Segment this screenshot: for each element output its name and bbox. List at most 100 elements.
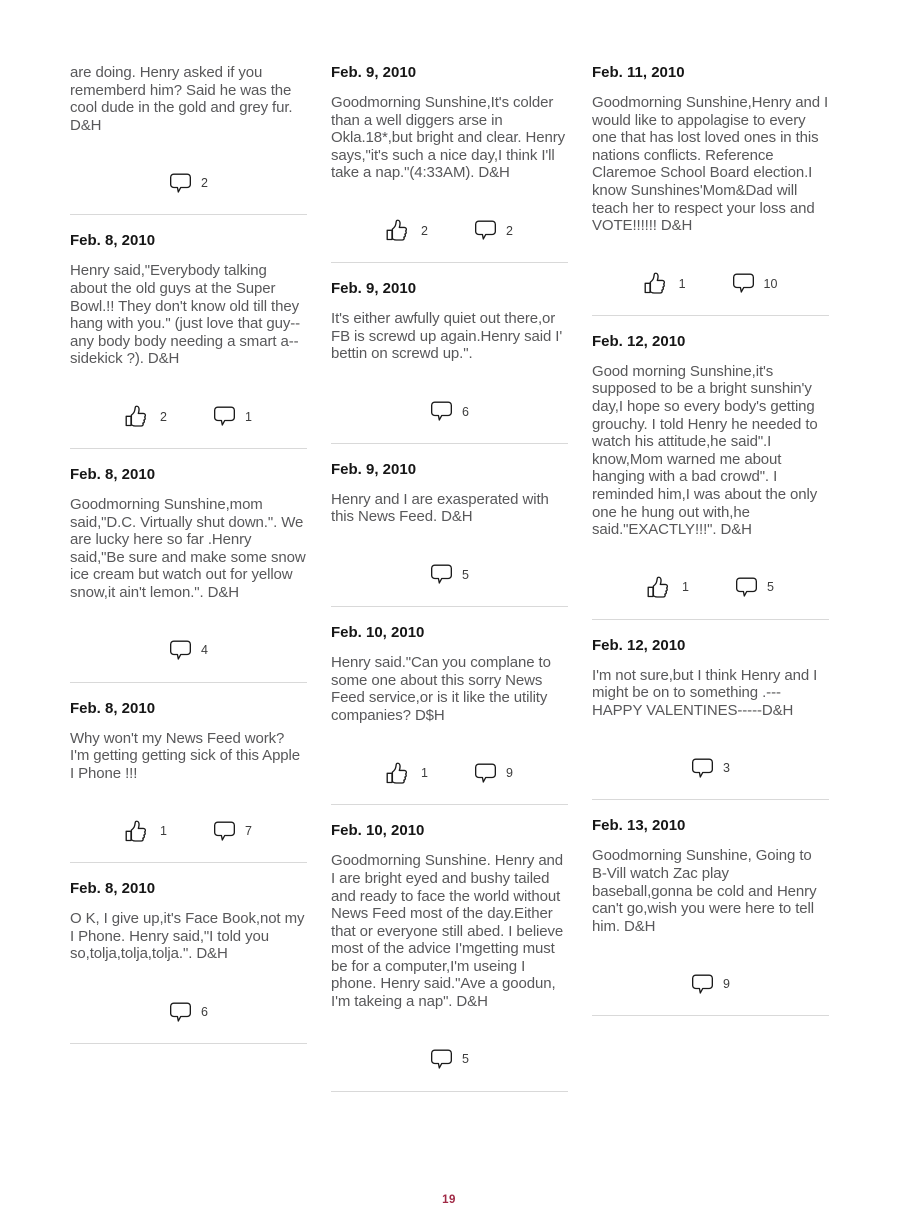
- post-date: Feb. 10, 2010: [331, 623, 425, 641]
- comment-count-group: 9: [474, 763, 513, 784]
- post-separator: [592, 314, 829, 316]
- post-actions: 3: [592, 756, 829, 780]
- post: Feb. 13, 2010 Goodmorning Sunshine, Goin…: [592, 817, 829, 1017]
- post-actions: 5: [331, 1048, 568, 1072]
- post-text: Henry said,"Everybody talking about the …: [70, 262, 301, 368]
- comment-bubble-icon: [732, 273, 754, 293]
- post: Feb. 11, 2010 Goodmorning Sunshine,Henry…: [592, 64, 829, 316]
- comment-count-group: 3: [691, 758, 730, 779]
- comment-bubble-icon: [170, 1002, 192, 1022]
- like-count: 1: [421, 766, 428, 781]
- comment-count: 2: [201, 176, 208, 191]
- post: Feb. 9, 2010 Goodmorning Sunshine,It's c…: [331, 64, 568, 263]
- like-count: 1: [160, 824, 167, 839]
- comment-bubble-icon: [170, 640, 192, 660]
- comment-count: 7: [245, 824, 252, 839]
- comment-count-group: 1: [213, 406, 252, 427]
- comment-count-group: 4: [169, 640, 208, 661]
- thumbs-up-icon: [386, 220, 408, 242]
- post-text: Why won't my News Feed work? I'm getting…: [70, 729, 301, 782]
- post-date: Feb. 8, 2010: [70, 465, 156, 483]
- post: Feb. 12, 2010 Good morning Sunshine,it's…: [592, 333, 829, 620]
- post-separator: [592, 1015, 829, 1017]
- post-actions: 2: [70, 171, 307, 195]
- column: Feb. 11, 2010 Goodmorning Sunshine,Henry…: [592, 64, 829, 1109]
- comment-count-group: 2: [474, 220, 513, 241]
- post-separator: [70, 1043, 307, 1045]
- post: Feb. 8, 2010 Henry said,"Everybody talki…: [70, 232, 307, 449]
- comment-bubble-icon: [475, 763, 497, 783]
- comment-count: 5: [462, 1052, 469, 1067]
- post-separator: [70, 447, 307, 449]
- post-text: Goodmorning Sunshine,Henry and I would l…: [592, 94, 829, 235]
- post: Feb. 12, 2010 I'm not sure,but I think H…: [592, 637, 829, 801]
- post-date: Feb. 8, 2010: [70, 699, 156, 717]
- comment-bubble-icon: [736, 577, 757, 597]
- like-count: 2: [421, 223, 428, 238]
- post-separator: [331, 1090, 568, 1092]
- column: Feb. 9, 2010 Goodmorning Sunshine,It's c…: [331, 64, 568, 1109]
- comment-bubble-icon: [214, 406, 235, 427]
- like-count-group: 2: [125, 405, 167, 428]
- post-text: Henry said."Can you complane to some one…: [331, 653, 551, 724]
- comment-bubble-icon: [692, 974, 714, 994]
- post-actions: 6: [70, 1000, 307, 1024]
- comment-count-group: 5: [735, 577, 774, 598]
- comment-count: 6: [462, 404, 469, 419]
- comment-count: 6: [201, 1004, 208, 1019]
- like-count: 1: [678, 276, 686, 291]
- post-separator: [70, 214, 307, 216]
- post-actions: 4: [70, 639, 307, 663]
- like-count: 2: [160, 409, 167, 424]
- post: Feb. 8, 2010 Why won't my News Feed work…: [70, 700, 307, 864]
- post-actions: 1 9: [331, 761, 568, 785]
- post-date: Feb. 11, 2010: [592, 64, 685, 81]
- comment-count-group: 10: [732, 273, 778, 294]
- comment-count: 2: [506, 223, 513, 238]
- post-actions: 5: [331, 563, 568, 587]
- comment-bubble-icon: [431, 564, 453, 585]
- post-date: Feb. 10, 2010: [331, 822, 425, 840]
- post-text: Goodmorning Sunshine,mom said,"D.C. Virt…: [70, 495, 306, 601]
- post-actions: 2 1: [70, 405, 307, 429]
- post-separator: [70, 681, 307, 683]
- columns: are doing. Henry asked if you rememberd …: [70, 64, 829, 1109]
- post-actions: 2 2: [331, 219, 568, 243]
- comment-count-group: 9: [691, 974, 730, 995]
- post-text: O K, I give up,it's Face Book,not my I P…: [70, 910, 305, 963]
- post-date: Feb. 9, 2010: [331, 64, 417, 81]
- post-text: are doing. Henry asked if you rememberd …: [70, 64, 293, 134]
- post-date: Feb. 12, 2010: [592, 332, 686, 350]
- like-count-group: 1: [647, 576, 689, 599]
- post: Feb. 9, 2010 Henry and I are exasperated…: [331, 461, 568, 607]
- post-separator: [331, 605, 568, 607]
- post-actions: 9: [592, 972, 829, 996]
- post-text: Henry and I are exasperated with this Ne…: [331, 490, 549, 526]
- comment-count: 5: [767, 580, 774, 595]
- post-text: I'm not sure,but I think Henry and I mig…: [592, 666, 818, 719]
- post-actions: 1 10: [592, 272, 829, 296]
- comment-bubble-icon: [214, 821, 235, 841]
- post-actions: 1 5: [592, 576, 829, 600]
- post-date: Feb. 8, 2010: [70, 880, 156, 898]
- like-count-group: 2: [386, 219, 428, 242]
- post: Feb. 9, 2010 It's either awfully quiet o…: [331, 280, 568, 444]
- post-text: Good morning Sunshine,it's supposed to b…: [592, 362, 818, 539]
- column: are doing. Henry asked if you rememberd …: [70, 64, 307, 1109]
- post-separator: [592, 618, 829, 620]
- thumbs-up-icon: [644, 272, 665, 294]
- like-count: 1: [682, 580, 689, 595]
- thumbs-up-icon: [647, 576, 669, 598]
- post-separator: [331, 442, 568, 444]
- post: Feb. 10, 2010 Goodmorning Sunshine. Henr…: [331, 822, 568, 1092]
- comment-count: 10: [763, 276, 778, 291]
- post-date: Feb. 8, 2010: [70, 232, 156, 250]
- post: Feb. 8, 2010 O K, I give up,it's Face Bo…: [70, 880, 307, 1045]
- comment-count: 5: [462, 567, 469, 582]
- post-text: Goodmorning Sunshine. Henry and I are br…: [331, 852, 564, 1011]
- post-date: Feb. 12, 2010: [592, 636, 686, 654]
- comment-count: 9: [723, 977, 730, 992]
- like-count-group: 1: [386, 762, 428, 785]
- post-text: Goodmorning Sunshine, Going to B-Vill wa…: [592, 847, 817, 935]
